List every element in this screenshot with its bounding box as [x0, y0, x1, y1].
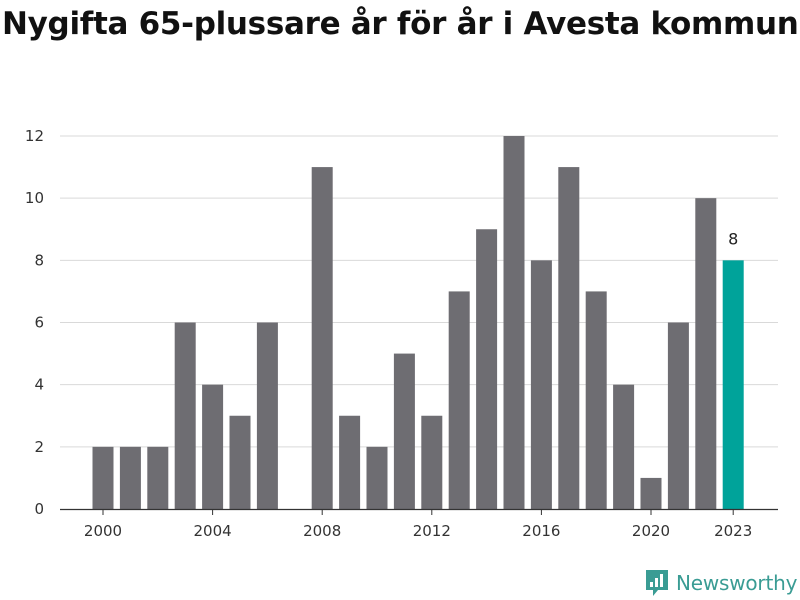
brand-logo: Newsworthy [644, 566, 797, 600]
bar-2018 [585, 291, 607, 509]
brand-name: Newsworthy [676, 571, 798, 595]
bar-2006 [256, 322, 278, 509]
y-tick-label-12: 12 [25, 127, 44, 145]
bar-2002 [147, 446, 169, 509]
newsworthy-logo-icon [646, 570, 668, 596]
bar-2016 [530, 260, 552, 509]
bar-2014 [476, 229, 498, 509]
bar-2020 [640, 477, 662, 509]
chart-title: Nygifta 65-plussare år för år i Avesta k… [2, 6, 799, 42]
bars [92, 136, 744, 510]
value-label-2023: 8 [728, 229, 738, 248]
x-tick-label-2008: 2008 [303, 522, 341, 540]
bar-2012 [421, 415, 443, 509]
x-tick-label-2004: 2004 [194, 522, 232, 540]
bar-2015 [503, 136, 525, 509]
x-axis-tick-labels: 2000 2004 2008 2012 2016 2020 2023 [84, 509, 752, 540]
bar-2021 [667, 322, 689, 509]
bar-2010 [366, 446, 388, 509]
x-tick-label-2020: 2020 [632, 522, 670, 540]
y-tick-label-4: 4 [34, 376, 44, 394]
x-tick-label-2016: 2016 [522, 522, 560, 540]
bar-2022 [695, 198, 717, 509]
bar-2000 [92, 446, 114, 509]
y-axis-tick-labels: 0 2 4 6 8 10 12 [25, 127, 44, 518]
bar-2011 [393, 353, 415, 509]
x-tick-label-2012: 2012 [413, 522, 451, 540]
bar-2009 [339, 415, 361, 509]
bar-2023 [722, 260, 744, 509]
bar-2003 [174, 322, 196, 509]
bar-2004 [202, 384, 224, 509]
bar-2017 [558, 167, 580, 510]
y-tick-label-6: 6 [34, 314, 44, 332]
y-tick-label-10: 10 [25, 189, 44, 207]
y-tick-label-2: 2 [34, 438, 44, 456]
y-tick-label-0: 0 [34, 500, 44, 518]
x-tick-label-2000: 2000 [84, 522, 122, 540]
bar-2008 [311, 167, 333, 510]
value-labels: 8 [728, 229, 738, 248]
bar-2013 [448, 291, 470, 509]
bar-2005 [229, 415, 251, 509]
bar-2019 [613, 384, 635, 509]
bar-2001 [119, 446, 141, 509]
y-tick-label-8: 8 [34, 251, 44, 269]
x-tick-label-2023: 2023 [714, 522, 752, 540]
